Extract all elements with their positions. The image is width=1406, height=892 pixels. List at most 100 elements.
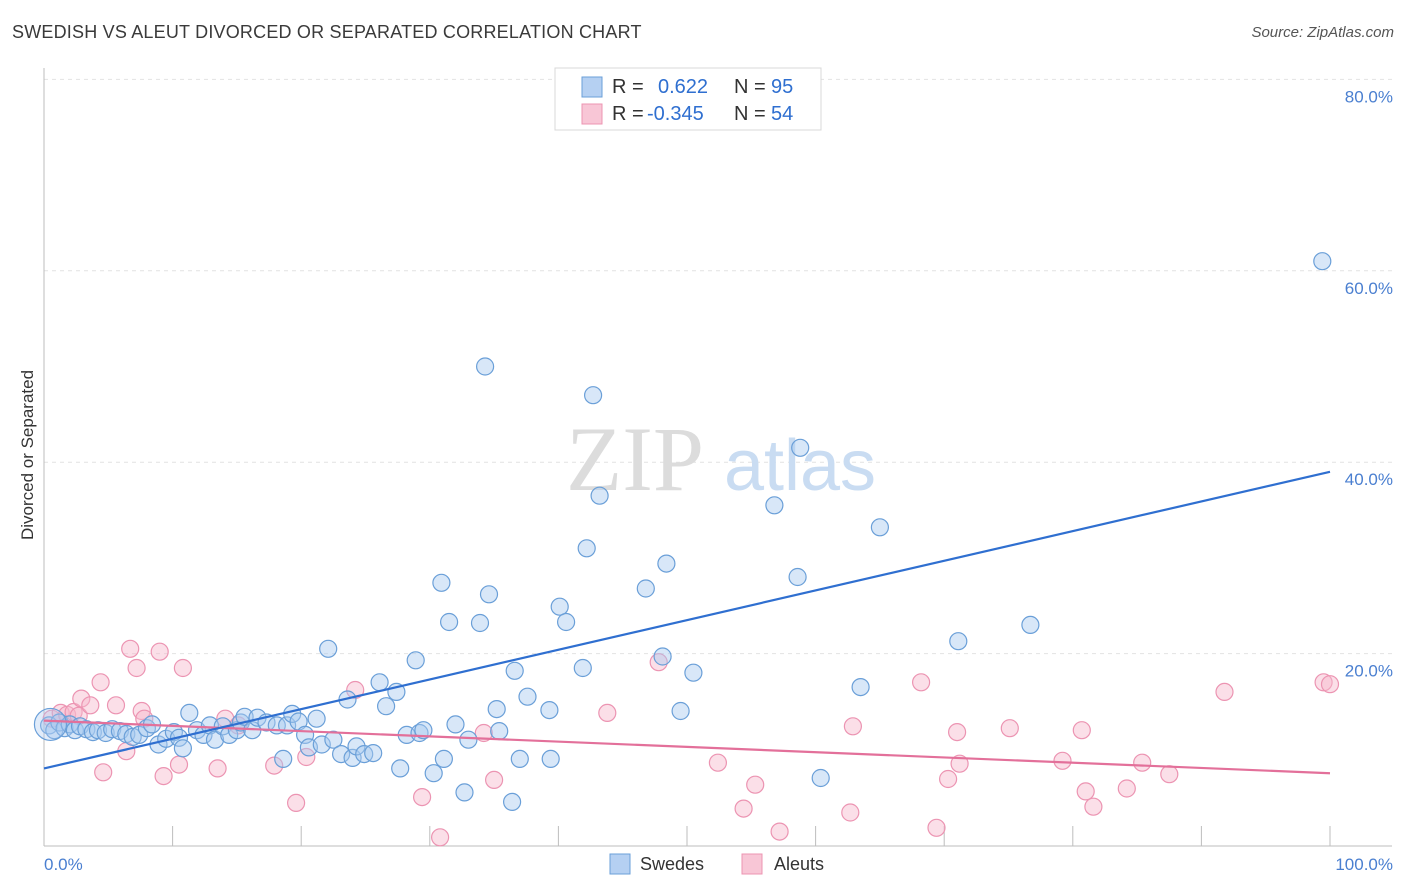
x-tick-labels: 0.0% 100.0% [44,855,1393,874]
swedes-point [870,518,890,537]
aleuts-point [287,793,306,813]
chart-source: Source: ZipAtlas.com [1251,24,1394,41]
swedes-point [470,613,490,633]
y-tick-label: 80.0% [1345,87,1393,106]
swedes-point [274,749,293,769]
aleuts-point [431,828,450,847]
aleuts-point [770,822,789,841]
x-tick-label: 100.0% [1335,855,1393,874]
watermark-zip: ZIP [566,408,704,510]
watermark-atlas: atlas [724,426,876,506]
aleuts-point [1072,721,1091,740]
swedes-point [377,697,396,716]
swedes-point [324,730,343,749]
legend-n-value-2: 54 [771,103,793,125]
swedes-point [791,438,810,457]
swedes-point [180,703,199,723]
legend-n-label-1: N = [734,76,766,98]
aleuts-point [208,759,227,778]
aleuts-point [413,787,432,807]
chart-title: SWEDISH VS ALEUT DIVORCED OR SEPARATED C… [12,22,642,42]
swedes-point [370,673,389,692]
aleuts-point [1133,753,1152,772]
aleuts-point [1076,782,1095,801]
swedes-point [459,730,478,749]
x-tick-label: 0.0% [44,855,83,874]
swedes-point [347,737,366,756]
swedes-point [550,597,569,616]
swedes-point [205,730,225,749]
swedes-trend-line [43,470,1331,770]
aleuts-point [1053,751,1072,770]
y-tick-label: 40.0% [1345,470,1393,489]
swedes-point [490,721,509,741]
swedes-point [312,735,331,754]
aleuts-point [173,658,192,678]
aleuts-point [106,696,126,715]
swedes-point [164,722,183,742]
legend-n-value-1: 95 [771,76,793,98]
swedes-point [479,585,499,604]
aleuts-point [94,763,113,782]
aleuts-point [843,717,863,736]
aleuts-point [1320,675,1340,694]
aleuts-trend-line [43,719,1331,775]
y-tick-label: 20.0% [1345,662,1393,681]
swedes-point [173,739,192,758]
aleuts-point [485,770,504,790]
legend: R = 0.622 N = 95 R = -0.345 N = 54 [554,67,822,131]
swedes-point [577,539,596,558]
swedes-point [424,764,443,783]
swedes-point [540,700,559,720]
aleuts-point [841,803,860,822]
aleuts-point [72,689,91,708]
bottom-legend-swatch-swedes [609,853,631,875]
aleuts-point [346,680,365,700]
aleuts-point [947,722,967,742]
y-tick-labels: 20.0% 40.0% 60.0% 80.0% [1345,87,1393,680]
aleuts-point [938,769,958,789]
aleuts-point [1314,673,1333,692]
legend-r-label-1: R = [612,76,644,98]
series-aleuts [42,639,1340,847]
swedes-point [590,486,609,505]
swedes-point [541,749,560,769]
bottom-legend: Swedes Aleuts [609,853,824,875]
swedes-point [487,699,506,719]
legend-r-label-2: R = [612,103,644,125]
swedes-point [343,748,362,768]
aleuts-point [1215,682,1234,702]
aleuts-point [154,766,173,786]
aleuts-point [950,754,969,773]
swedes-point [130,725,149,745]
swedes-point [653,647,672,666]
aleuts-point [1117,779,1136,798]
swedes-point [319,639,338,658]
swedes-point [765,496,784,515]
swedes-point [446,715,465,734]
aleuts-point [150,642,169,661]
axes [43,68,1392,847]
legend-swatch-pink [581,103,603,125]
swedes-point [573,658,592,678]
bottom-legend-swedes: Swedes [640,854,704,874]
y-axis-label: Divorced or Separated [18,370,37,540]
swedes-point [1021,615,1040,635]
aleuts-point [91,673,110,692]
swedes-point [307,709,326,728]
swedes-point [391,759,410,778]
swedes-point [406,651,425,670]
swedes-point [583,386,603,405]
swedes-point [518,687,537,706]
swedes-point [476,357,495,376]
swedes-point [364,743,383,763]
swedes-point [502,792,522,812]
aleuts-point [474,723,493,743]
aleuts-point [127,658,146,678]
swedes-point [671,701,690,721]
legend-n-label-2: N = [734,103,766,125]
swedes-cluster-point [33,707,68,742]
aleuts-point [927,818,946,837]
bottom-legend-swatch-aleuts [741,853,763,875]
